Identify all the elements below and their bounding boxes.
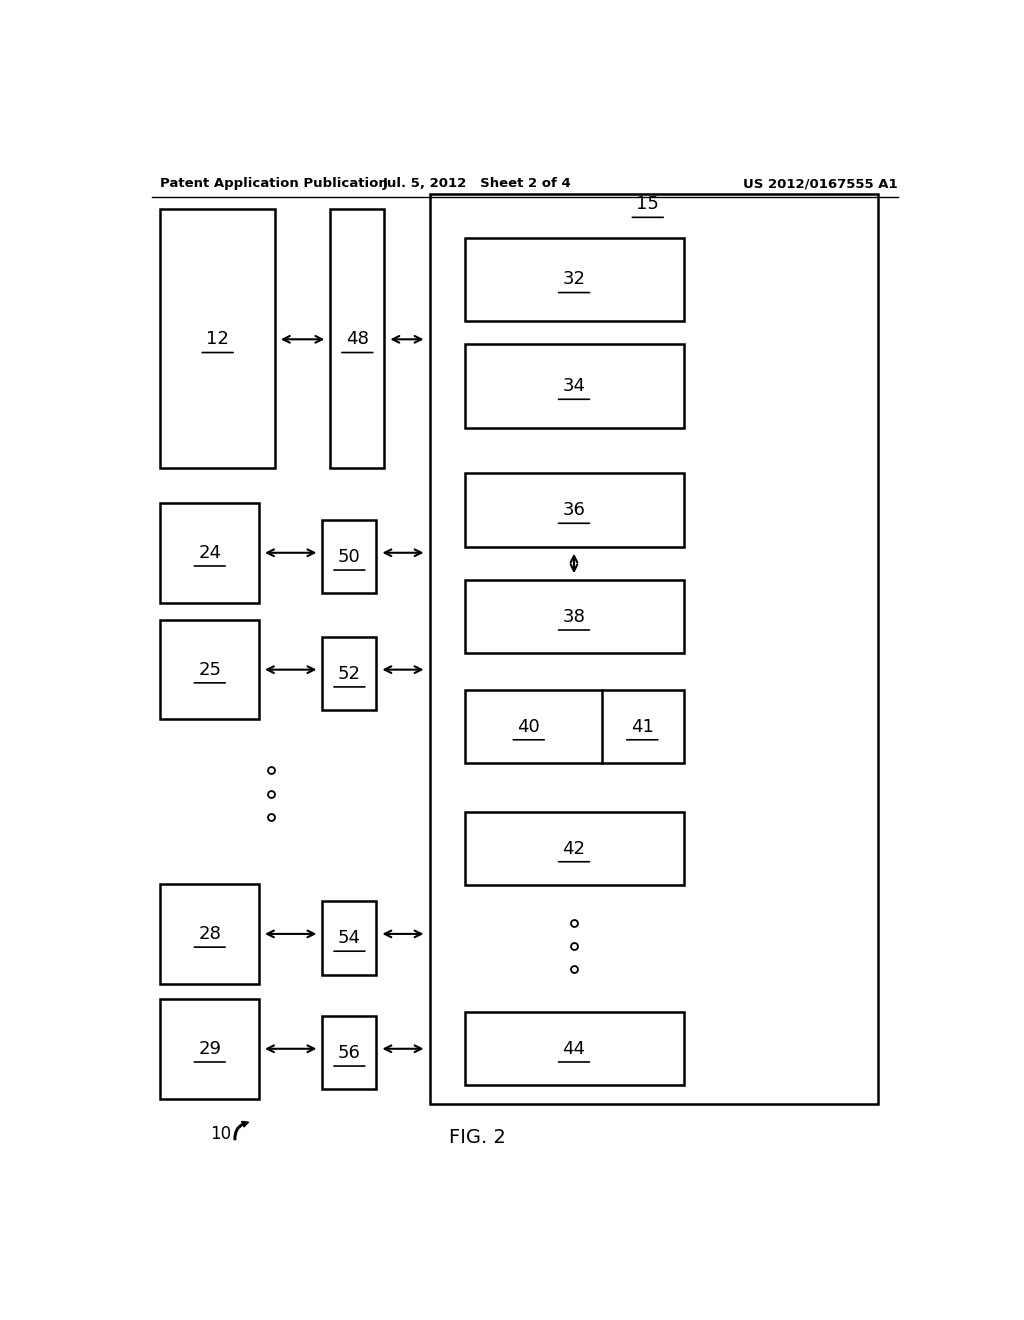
Bar <box>323 638 377 710</box>
FancyArrowPatch shape <box>234 1122 248 1139</box>
Bar <box>465 238 684 321</box>
Text: 48: 48 <box>346 330 369 348</box>
Text: 40: 40 <box>517 718 540 735</box>
Bar <box>465 345 684 428</box>
Bar <box>323 1016 377 1089</box>
Text: 42: 42 <box>562 840 586 858</box>
Text: 50: 50 <box>338 548 360 566</box>
Bar <box>465 812 684 886</box>
Text: 15: 15 <box>636 195 659 213</box>
Text: 28: 28 <box>199 925 221 942</box>
Text: 29: 29 <box>199 1040 221 1057</box>
Bar <box>323 520 377 594</box>
Bar <box>160 503 259 602</box>
Text: 56: 56 <box>338 1044 360 1061</box>
Bar <box>465 690 684 763</box>
Text: 36: 36 <box>562 502 586 519</box>
Text: 41: 41 <box>631 718 653 735</box>
Text: 34: 34 <box>562 378 586 395</box>
Text: 38: 38 <box>562 607 586 626</box>
Bar <box>160 999 259 1098</box>
Bar <box>465 1012 684 1085</box>
Bar <box>323 902 377 974</box>
Bar <box>160 620 259 719</box>
Text: 25: 25 <box>199 660 221 678</box>
Text: 54: 54 <box>338 929 360 946</box>
Bar <box>160 209 274 469</box>
Bar <box>430 194 878 1104</box>
Text: FIG. 2: FIG. 2 <box>449 1127 506 1147</box>
Text: US 2012/0167555 A1: US 2012/0167555 A1 <box>743 177 898 190</box>
Text: 32: 32 <box>562 271 586 288</box>
Text: 24: 24 <box>199 544 221 562</box>
Text: 10: 10 <box>210 1125 231 1143</box>
Text: 52: 52 <box>338 665 360 682</box>
Bar <box>465 581 684 653</box>
Text: Jul. 5, 2012   Sheet 2 of 4: Jul. 5, 2012 Sheet 2 of 4 <box>383 177 571 190</box>
Text: 44: 44 <box>562 1040 586 1057</box>
Bar <box>331 209 384 469</box>
Text: Patent Application Publication: Patent Application Publication <box>160 177 387 190</box>
Bar <box>160 884 259 983</box>
Text: 12: 12 <box>206 330 229 348</box>
Bar <box>465 474 684 546</box>
